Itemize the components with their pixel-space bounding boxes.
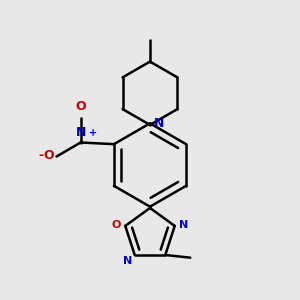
Text: O: O	[112, 220, 121, 230]
Text: O: O	[75, 100, 86, 113]
Text: N: N	[124, 256, 133, 266]
Text: N: N	[154, 117, 165, 130]
Text: N: N	[75, 126, 86, 139]
Text: +: +	[89, 128, 97, 138]
Text: N: N	[179, 220, 188, 230]
Text: O: O	[43, 149, 54, 162]
Text: -: -	[38, 149, 43, 162]
